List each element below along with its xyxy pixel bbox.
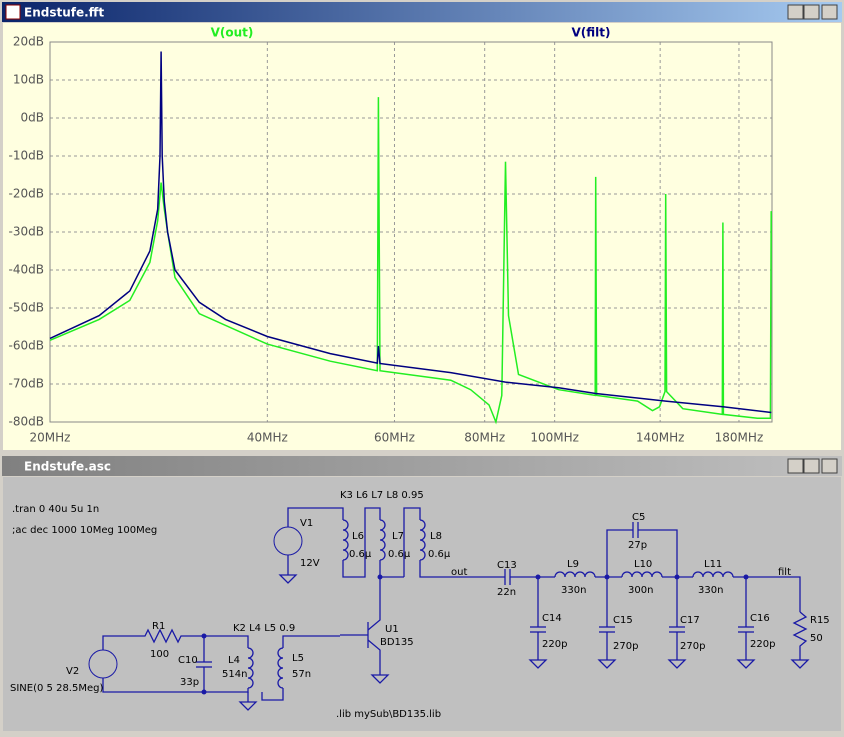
y-tick-label: -10dB [9,149,44,163]
x-tick-label: 60MHz [374,431,415,445]
y-tick-label: -70dB [9,377,44,391]
x-tick-label: 80MHz [464,431,505,445]
x-tick-label: 40MHz [247,431,288,445]
app-icon [5,4,21,20]
series-line [49,51,772,414]
component-label: L7 [392,531,404,542]
component-value: 100 [150,649,169,660]
component-label: L9 [567,559,579,570]
component-value: 330n [561,585,586,596]
x-tick-label: 180MHz [715,431,764,445]
x-tick-label: 100MHz [530,431,579,445]
component-value: 330n [698,585,723,596]
component-label: C17 [680,615,700,626]
title-bar[interactable] [2,456,842,476]
title-bar[interactable] [2,2,842,22]
maximize-button[interactable] [803,4,820,20]
window-buttons [787,458,838,474]
component-value: 50 [810,633,823,644]
schematic-canvas[interactable] [3,477,841,731]
component-value: BD135 [380,637,414,648]
component-label: R1 [152,621,165,632]
minimize-button[interactable] [787,458,804,474]
component-value: 57n [292,669,311,680]
y-tick-label: -30dB [9,225,44,239]
component-value: 0.6µ [388,549,411,560]
component-value: 27p [628,540,647,551]
component-value: 0.6µ [428,549,451,560]
y-tick-label: -80dB [9,415,44,429]
close-button[interactable] [821,458,838,474]
maximize-button[interactable] [803,458,820,474]
component-label: K3 L6 L7 L8 0.95 [340,490,424,501]
component-value: SINE(0 5 28.5Meg) [10,683,103,694]
y-tick-label: 20dB [13,35,44,49]
component-label: L8 [430,531,442,542]
y-tick-label: 10dB [13,73,44,87]
component-label: C5 [632,512,645,523]
chart: 20dB 10dB 0dB -10dB -20dB -30dB -40dB -50dB -60d… [9,26,773,445]
component-label: C14 [542,613,562,624]
legend-label: V(out) [211,26,254,40]
component-label: C15 [613,615,633,626]
component-value: 300n [628,585,653,596]
window-title: Endstufe.fft [24,6,104,20]
y-tick-label: -50dB [9,301,44,315]
component-value: 0.6µ [349,549,372,560]
schematic-wires [88,507,810,711]
component-label: C13 [497,560,517,571]
component-label: V2 [66,666,79,677]
component-label: U1 [385,624,399,635]
minimize-button[interactable] [787,4,804,20]
component-label: V1 [300,518,313,529]
schematic-labels: .tran 0 40u 5u 1n ;ac dec 1000 10Meg 100… [10,490,830,720]
component-label: L10 [634,559,652,570]
component-label: L5 [292,653,304,664]
component-label: L11 [704,559,722,570]
component-label: C10 [178,655,198,666]
component-label: L6 [352,531,364,542]
component-value: 33p [180,677,199,688]
component-label: K2 L4 L5 0.9 [233,623,295,634]
net-label: out [451,567,467,578]
directive: .lib mySub\BD135.lib [336,709,441,720]
component-value: 12V [300,558,320,569]
x-tick-label: 20MHz [30,431,71,445]
window-buttons [787,4,838,20]
y-tick-label: 0dB [21,111,44,125]
component-label: R15 [810,615,830,626]
window-title: Endstufe.asc [24,460,111,474]
component-label: L4 [228,655,240,666]
component-value: 270p [613,641,638,652]
net-label: filt [778,567,791,578]
component-value: 270p [680,641,705,652]
x-tick-label: 140MHz [636,431,685,445]
component-value: 220p [750,639,775,650]
y-tick-label: -20dB [9,187,44,201]
y-tick-label: -60dB [9,339,44,353]
plot-background [3,23,841,450]
component-label: C16 [750,613,770,624]
plot-frame [49,41,773,423]
y-tick-label: -40dB [9,263,44,277]
legend-label: V(filt) [572,26,611,40]
component-value: 220p [542,639,567,650]
component-value: 22n [497,587,516,598]
close-button[interactable] [821,4,838,20]
directive: .tran 0 40u 5u 1n [12,504,99,515]
directive: ;ac dec 1000 10Meg 100Meg [12,525,157,536]
component-value: 514n [222,669,247,680]
